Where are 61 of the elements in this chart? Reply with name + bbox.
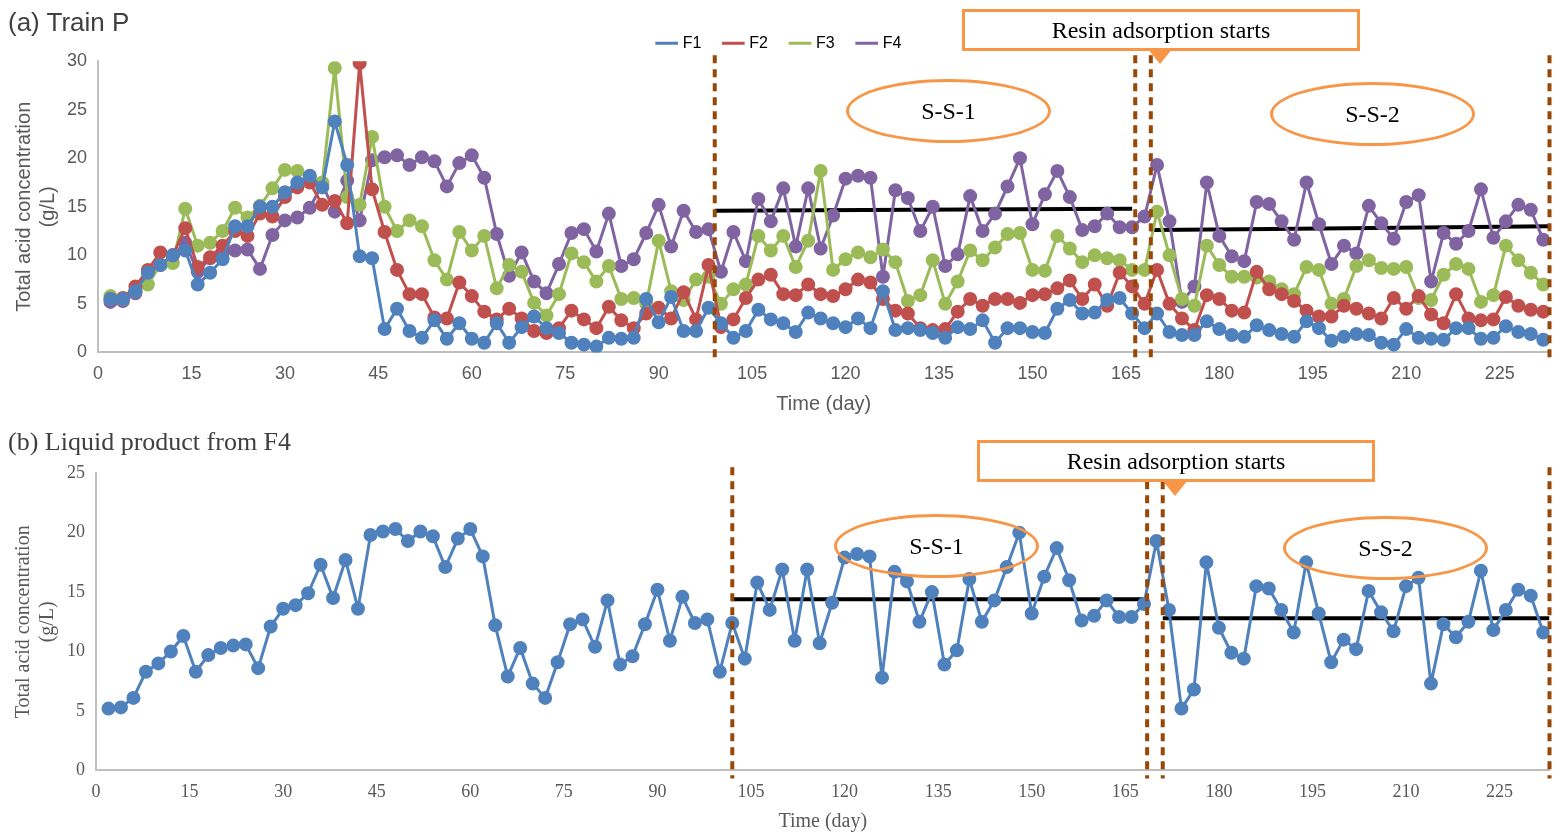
callout-box: Resin adsorption starts <box>962 9 1360 51</box>
ellipse-outline: S-S-2 <box>1283 516 1488 580</box>
x-tick-label: 75 <box>554 780 573 801</box>
y-axis-title: Total acid concentration (g/L) <box>11 525 59 719</box>
y-tick-label: 20 <box>66 147 88 168</box>
y-tick-label: 5 <box>77 292 88 313</box>
y-tick-label: 0 <box>77 341 88 362</box>
y-tick-label: 30 <box>66 50 88 71</box>
x-tick-label: 120 <box>831 780 859 801</box>
x-tick-label: 150 <box>1017 363 1048 384</box>
x-tick-label: 0 <box>91 780 101 801</box>
x-tick-label: 45 <box>367 780 386 801</box>
y-axis-title: Total acid concentration (g/L) <box>11 101 58 312</box>
chart-title: (a) Train P <box>8 6 130 37</box>
x-tick-label: 195 <box>1298 780 1326 801</box>
x-tick-label: 180 <box>1204 363 1235 384</box>
ellipse-outline: S-S-1 <box>834 514 1039 578</box>
x-tick-label: 105 <box>737 780 765 801</box>
x-tick-label: 210 <box>1392 780 1420 801</box>
ellipse-outline: S-S-2 <box>1270 82 1475 146</box>
x-tick-label: 210 <box>1391 363 1422 384</box>
x-tick-label: 60 <box>461 363 482 384</box>
y-tick-label: 25 <box>67 461 85 482</box>
x-tick-label: 195 <box>1297 363 1328 384</box>
x-tick-label: 90 <box>648 780 667 801</box>
x-tick-label: 105 <box>737 363 768 384</box>
legend-label: F3 <box>816 33 835 51</box>
callout-box: Resin adsorption starts <box>977 440 1375 482</box>
x-axis-title: Time (day) <box>778 809 868 833</box>
x-tick-label: 90 <box>648 363 669 384</box>
x-tick-label: 120 <box>830 363 861 384</box>
x-tick-label: 135 <box>924 780 952 801</box>
x-tick-label: 30 <box>274 780 293 801</box>
x-tick-label: 135 <box>923 363 955 384</box>
x-tick-label: 15 <box>180 780 199 801</box>
chart-title: (b) Liquid product from F4 <box>8 427 292 457</box>
ellipse-outline: S-S-1 <box>846 79 1051 143</box>
x-tick-label: 75 <box>555 363 576 384</box>
y-tick-label: 15 <box>67 580 85 601</box>
x-tick-label: 0 <box>93 363 104 384</box>
x-tick-label: 165 <box>1110 363 1141 384</box>
y-tick-label: 5 <box>76 699 85 720</box>
legend-label: F4 <box>882 33 902 51</box>
x-tick-label: 150 <box>1018 780 1046 801</box>
x-tick-label: 15 <box>181 363 202 384</box>
y-tick-label: 15 <box>66 195 88 216</box>
x-tick-label: 165 <box>1111 780 1139 801</box>
x-tick-label: 60 <box>461 780 480 801</box>
y-tick-label: 0 <box>76 759 85 780</box>
legend-label: F2 <box>749 33 769 51</box>
y-tick-label: 10 <box>67 640 85 661</box>
x-axis-title: Time (day) <box>776 391 872 414</box>
x-tick-label: 225 <box>1486 780 1514 801</box>
x-tick-label: 45 <box>368 363 389 384</box>
legend-label: F1 <box>682 33 702 51</box>
y-tick-label: 10 <box>66 244 88 265</box>
y-tick-label: 25 <box>66 98 88 119</box>
y-tick-label: 20 <box>67 521 85 542</box>
x-tick-label: 30 <box>274 363 295 384</box>
x-tick-label: 225 <box>1484 363 1515 384</box>
x-tick-label: 180 <box>1205 780 1233 801</box>
